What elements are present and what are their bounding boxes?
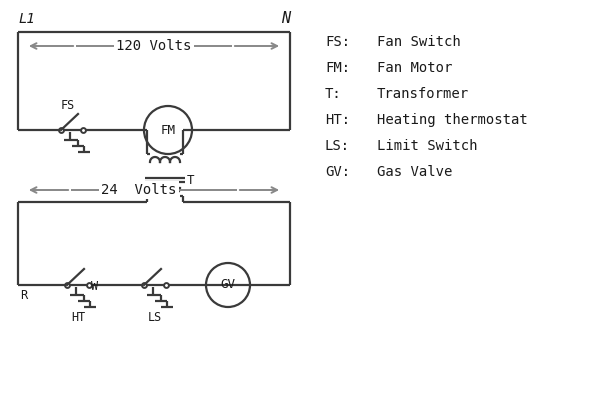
Text: FM:: FM: <box>325 61 350 75</box>
Text: R: R <box>20 289 27 302</box>
Text: GV:: GV: <box>325 165 350 179</box>
Text: Fan Motor: Fan Motor <box>377 61 453 75</box>
Text: Limit Switch: Limit Switch <box>377 139 477 153</box>
Text: Fan Switch: Fan Switch <box>377 35 461 49</box>
Text: LS:: LS: <box>325 139 350 153</box>
Text: LS: LS <box>148 311 162 324</box>
Text: W: W <box>91 280 98 294</box>
Text: 24  Volts: 24 Volts <box>101 183 176 197</box>
Text: GV: GV <box>221 278 235 292</box>
Text: HT:: HT: <box>325 113 350 127</box>
Text: Gas Valve: Gas Valve <box>377 165 453 179</box>
Text: 120 Volts: 120 Volts <box>116 39 192 53</box>
Text: HT: HT <box>71 311 85 324</box>
Text: Heating thermostat: Heating thermostat <box>377 113 527 127</box>
Text: T:: T: <box>325 87 342 101</box>
Text: L1: L1 <box>18 12 35 26</box>
Text: T: T <box>187 174 195 186</box>
Text: FS: FS <box>61 99 76 112</box>
Text: FM: FM <box>160 124 175 136</box>
Text: Transformer: Transformer <box>377 87 469 101</box>
Text: FS:: FS: <box>325 35 350 49</box>
Text: N: N <box>281 11 290 26</box>
